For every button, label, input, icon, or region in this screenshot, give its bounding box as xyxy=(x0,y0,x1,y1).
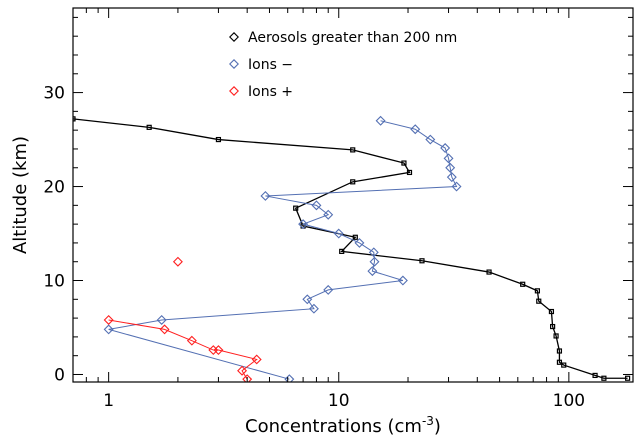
data-point xyxy=(251,354,262,365)
data-point xyxy=(534,288,541,294)
data-point xyxy=(601,375,607,381)
data-point xyxy=(369,256,380,267)
x-tick-label: 10 xyxy=(328,391,350,411)
data-point xyxy=(339,248,345,254)
data-point xyxy=(375,115,386,126)
legend-marker xyxy=(229,32,239,42)
data-point xyxy=(425,134,436,145)
data-point xyxy=(302,294,313,305)
data-point xyxy=(419,258,425,264)
data-point xyxy=(440,143,451,153)
data-point xyxy=(520,281,526,287)
data-point xyxy=(215,136,222,143)
data-point xyxy=(624,375,631,381)
legend-label: Aerosols greater than 200 nm xyxy=(248,30,457,46)
x-tick-label: 1 xyxy=(103,391,114,411)
data-point xyxy=(213,345,224,356)
data-point xyxy=(260,190,271,201)
y-tick-label: 20 xyxy=(43,178,65,198)
series-line xyxy=(108,120,458,380)
data-point xyxy=(156,315,167,325)
data-point xyxy=(350,179,356,185)
data-point xyxy=(298,219,309,230)
y-axis-title: Altitude (km) xyxy=(10,136,31,254)
data-point xyxy=(486,269,492,275)
y-tick-label: 30 xyxy=(43,84,65,104)
data-point xyxy=(237,365,248,376)
data-point xyxy=(308,303,319,314)
data-point xyxy=(242,374,253,382)
data-point xyxy=(354,237,365,248)
data-point xyxy=(443,153,454,164)
data-point xyxy=(451,181,462,192)
legend-marker xyxy=(229,59,239,69)
data-point xyxy=(350,147,356,153)
x-tick-label: 100 xyxy=(553,391,585,411)
data-point xyxy=(159,324,170,335)
data-point xyxy=(333,228,344,239)
x-axis-title: Concentrations (cm-3) xyxy=(245,414,441,437)
data-point xyxy=(172,256,183,267)
data-point xyxy=(406,169,413,176)
legend: Aerosols greater than 200 nm Ions − Ions + xyxy=(229,30,457,100)
data-point xyxy=(446,172,457,183)
data-point xyxy=(556,359,563,365)
plot-area xyxy=(73,115,631,382)
legend-label: Ions − xyxy=(248,57,293,73)
series-1 xyxy=(103,115,462,382)
data-point xyxy=(592,372,598,379)
plot-frame xyxy=(72,7,634,383)
data-point xyxy=(548,308,555,315)
data-point xyxy=(73,116,76,122)
x-axis-title-end: ) xyxy=(434,416,441,437)
y-tick-label: 0 xyxy=(54,365,65,385)
data-point xyxy=(410,124,421,135)
legend-marker xyxy=(229,86,239,96)
data-point xyxy=(553,333,559,339)
data-point xyxy=(556,348,563,354)
series-2 xyxy=(103,256,262,382)
y-axis-ticks: 0 10 20 30 xyxy=(43,16,633,385)
data-point xyxy=(445,162,456,173)
data-point xyxy=(146,124,152,130)
data-point xyxy=(550,323,556,330)
data-point xyxy=(352,234,358,240)
data-point xyxy=(367,266,378,277)
data-point xyxy=(323,284,334,295)
data-point xyxy=(561,362,567,368)
data-point xyxy=(323,209,334,220)
series-line xyxy=(73,118,628,379)
data-point xyxy=(368,247,379,258)
data-point xyxy=(103,324,114,335)
data-point xyxy=(536,298,542,304)
data-point xyxy=(293,205,299,211)
data-point xyxy=(186,335,197,346)
data-point xyxy=(397,275,408,286)
data-point xyxy=(103,315,114,325)
y-tick-label: 10 xyxy=(43,272,65,292)
data-point xyxy=(401,160,407,166)
data-point xyxy=(284,374,295,382)
data-point xyxy=(311,200,322,211)
x-axis-ticks: 1 10 100 xyxy=(72,8,585,411)
x-axis-title-superscript: -3 xyxy=(422,414,434,428)
legend-label: Ions + xyxy=(248,84,293,100)
